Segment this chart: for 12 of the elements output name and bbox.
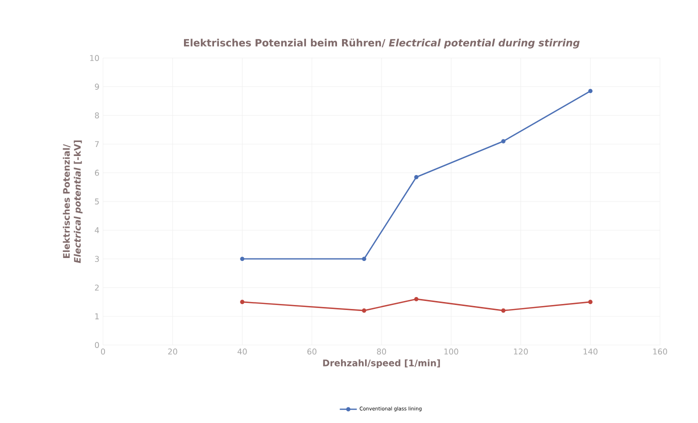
point <box>501 139 506 144</box>
point <box>362 256 366 262</box>
point <box>414 174 418 180</box>
point <box>501 308 506 313</box>
point <box>588 88 593 94</box>
point <box>240 300 244 304</box>
point <box>240 256 244 262</box>
chart-title: Elektrisches Potenzial beim Rühren/ Electrical potential during stirring <box>184 38 580 49</box>
x-axis-title: Drehzahl/speed [1/min] <box>323 359 440 368</box>
point <box>414 296 418 302</box>
point <box>588 300 593 304</box>
point <box>362 308 366 313</box>
